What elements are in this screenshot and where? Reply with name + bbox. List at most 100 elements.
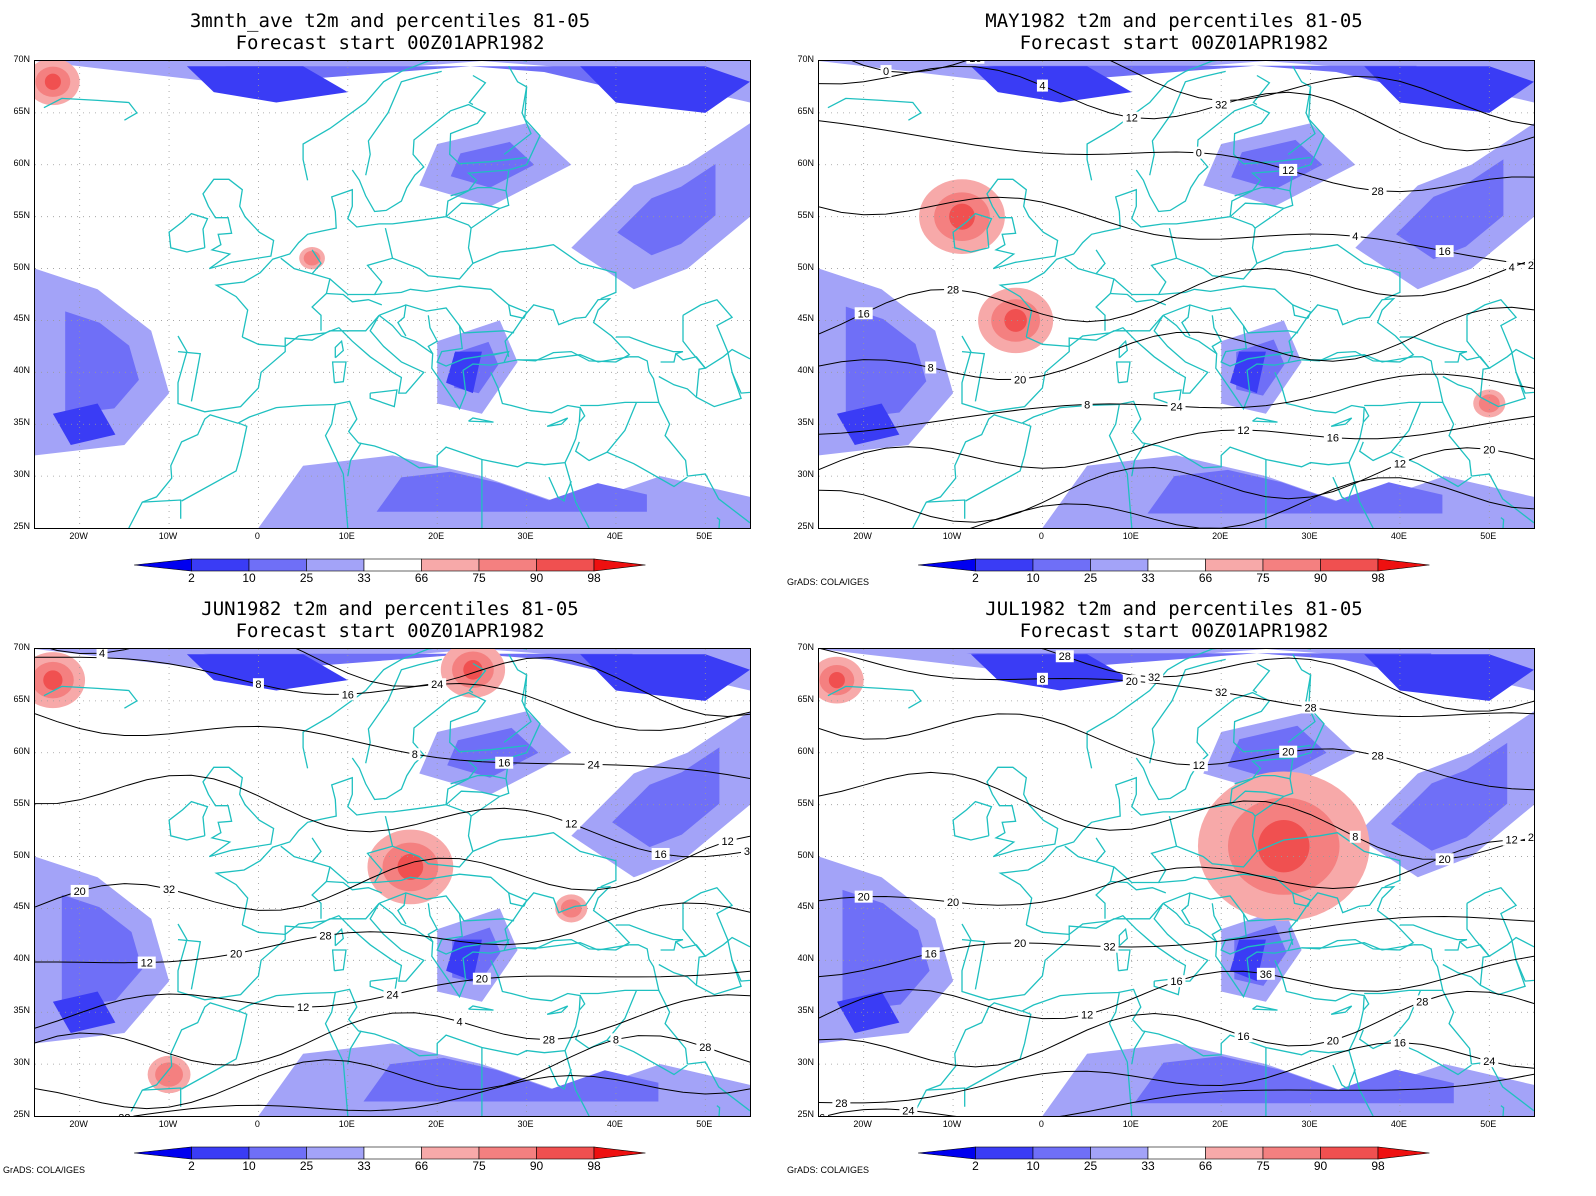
coastline — [177, 938, 202, 990]
coastline — [1064, 257, 1115, 331]
lon-tick-label: 20W — [69, 531, 88, 541]
coastline — [468, 74, 487, 106]
coastline — [1358, 402, 1422, 462]
shading-layer — [35, 649, 750, 1116]
lon-tick-label: 30E — [517, 1119, 534, 1129]
lon-tick-label: 40E — [1390, 531, 1407, 541]
coastline — [128, 372, 581, 528]
coastline — [470, 758, 510, 817]
cold-anomaly-area — [842, 889, 930, 1012]
coastline — [1158, 873, 1309, 908]
coastline — [1287, 65, 1316, 155]
contour-label-bg — [1167, 400, 1186, 413]
lon-tick-label: 50E — [1480, 531, 1497, 541]
contour-label: 20 — [1282, 747, 1294, 759]
coastline — [580, 944, 660, 995]
panel-title: MAY1982 t2m and percentiles 81-05 Foreca… — [884, 10, 1464, 54]
colorbar-label: 98 — [1371, 1159, 1385, 1173]
colorbar-label: 2 — [972, 571, 979, 585]
colorbar-segment — [917, 558, 976, 572]
contour-label-bg — [539, 1033, 558, 1046]
coastline — [472, 244, 617, 300]
coastline — [1348, 1050, 1356, 1070]
isotherm-line — [819, 65, 1534, 152]
isotherm-line — [819, 1041, 1534, 1104]
contour-label: 4 — [99, 649, 105, 660]
lon-tick-label: 30E — [1301, 531, 1318, 541]
contour-label-bg — [454, 1015, 466, 1028]
contour-label-bg — [966, 61, 985, 64]
contour-label: 4 — [1352, 231, 1358, 243]
colorbar-label: 10 — [242, 1159, 256, 1173]
contour-label-bg — [988, 1114, 1007, 1116]
colorbar-label: 98 — [1371, 571, 1385, 585]
contour-label: 28 — [947, 284, 959, 296]
coastline — [168, 800, 209, 841]
contour-label: 8 — [1039, 674, 1045, 686]
contour-label: 20 — [230, 949, 242, 961]
contour-label: 32 — [1103, 942, 1115, 954]
contour-label: 4 — [456, 1017, 462, 1029]
contour-label-bg — [1525, 259, 1534, 272]
colorbar-segment — [536, 558, 595, 572]
contour-label: 8 — [255, 679, 261, 691]
coastline — [1113, 815, 1178, 884]
coastline — [1364, 356, 1444, 407]
contour-label: 12 — [1237, 425, 1249, 437]
coastline — [43, 97, 138, 121]
coastline — [606, 1039, 688, 1076]
warm-anomaly-area — [155, 1062, 184, 1087]
map-area: 4881212121248161616161620202428283220242… — [34, 648, 751, 1117]
coastline — [302, 649, 527, 769]
colorbar-segment — [478, 1146, 537, 1160]
contour-label: 20 — [1126, 676, 1138, 688]
contour-label-bg — [294, 1001, 313, 1014]
credit-label: GrADS: COLA/IGES — [787, 577, 870, 587]
lat-tick-label: 45N — [13, 901, 30, 912]
contour-label-bg — [880, 65, 892, 78]
contour-label-bg — [741, 845, 750, 858]
warm-anomaly-core — [828, 671, 845, 689]
isotherm-line — [819, 839, 1534, 906]
colorbar-segment — [191, 1146, 250, 1160]
isotherm-line — [35, 713, 750, 779]
coastline — [1399, 336, 1468, 363]
coastline — [1149, 70, 1226, 176]
colorbar-label: 98 — [587, 1159, 601, 1173]
map-area: 0404488121212161212161620241620242032282… — [818, 60, 1535, 529]
coastline — [1162, 314, 1414, 411]
colorbar-label: 66 — [414, 571, 429, 585]
contour-label-bg — [854, 890, 873, 903]
coastline — [436, 325, 509, 367]
contour-label: 12 — [1282, 165, 1294, 177]
cold-anomaly-core — [970, 654, 1132, 691]
coastline — [445, 202, 500, 218]
coastline — [43, 685, 138, 709]
contour-label-bg — [1349, 230, 1361, 243]
coastline — [578, 995, 586, 1011]
coastline — [675, 353, 706, 369]
coastline — [436, 913, 509, 955]
contour-label-bg — [610, 1033, 622, 1046]
colorbar: 2 10 25 33 66 75 90 98 — [917, 557, 1438, 587]
contour-label-bg — [96, 649, 108, 660]
contour-label-bg — [1368, 184, 1387, 197]
lat-tick-label: 70N — [13, 54, 30, 64]
isotherm-line — [819, 258, 1534, 335]
contour-label-bg — [1212, 98, 1231, 111]
contour-label: 8 — [412, 749, 418, 761]
contour-label-bg — [925, 361, 937, 374]
coastline — [1442, 963, 1481, 986]
colorbar-label: 90 — [1313, 571, 1328, 585]
contour-label: 16 — [969, 61, 981, 65]
colorbar-segment — [306, 558, 365, 572]
colorbar-segment — [1262, 1146, 1321, 1160]
isotherm-line — [35, 656, 750, 731]
contour-label-bg — [1011, 936, 1030, 949]
coastline — [392, 804, 474, 868]
contour-label: 16 — [1394, 1037, 1406, 1049]
coastline — [1348, 462, 1356, 482]
lat-tick-label: 35N — [13, 417, 30, 428]
warm-anomaly-core — [1258, 820, 1310, 873]
contour-label-bg — [1234, 1030, 1253, 1043]
